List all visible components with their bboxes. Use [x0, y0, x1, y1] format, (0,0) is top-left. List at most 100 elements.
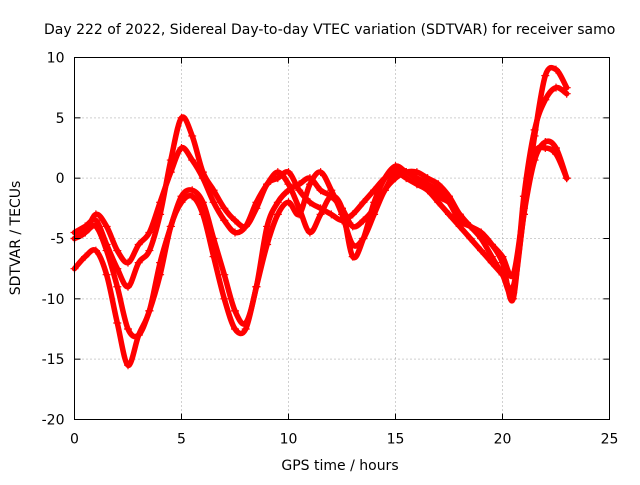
data-point [81, 228, 90, 237]
data-point [519, 204, 528, 213]
y-tick-label: 10 [47, 51, 65, 67]
data-point [445, 210, 453, 219]
data-point [252, 282, 261, 291]
data-point [231, 216, 239, 225]
data-point [477, 246, 486, 255]
data-point [327, 210, 336, 219]
x-tick-label: 20 [494, 432, 512, 448]
data-point [209, 252, 218, 261]
data-point [263, 222, 272, 231]
data-point [156, 198, 165, 207]
x-tick-label: 25 [601, 432, 619, 448]
data-point [509, 282, 518, 291]
data-point [156, 270, 165, 279]
data-point [552, 150, 560, 159]
data-point [509, 270, 518, 279]
data-point [359, 198, 368, 207]
data-point [102, 240, 111, 249]
data-point [166, 168, 175, 177]
data-point [455, 222, 464, 231]
data-point [177, 144, 186, 152]
data-point [220, 270, 229, 279]
data-point [434, 180, 443, 189]
data-point [166, 222, 175, 231]
data-point [348, 222, 357, 231]
data-point [402, 168, 411, 177]
data-point [498, 252, 507, 261]
data-point [145, 306, 154, 315]
data-point [273, 168, 282, 177]
axes: 0 5 10 15 20 25 -20 -15 -10 -5 0 5 10 [42, 51, 619, 448]
data-point [220, 216, 229, 225]
data-point [252, 198, 261, 207]
x-axis-label: GPS time / hours [281, 458, 398, 474]
x-tick-label: 15 [387, 432, 405, 448]
data-point [295, 204, 304, 213]
data-point [188, 131, 197, 140]
data-point [113, 318, 122, 327]
data-point [338, 204, 346, 213]
data-point [113, 282, 122, 291]
data-point [316, 168, 325, 177]
data-point [455, 210, 464, 219]
data-point [359, 234, 368, 243]
data-point [380, 174, 389, 183]
data-point [295, 186, 304, 195]
data-point [241, 325, 250, 333]
data-point [188, 156, 197, 165]
data-point [209, 198, 218, 207]
data-point [263, 180, 272, 189]
data-point [263, 240, 272, 249]
y-tick-label: -15 [42, 352, 65, 368]
data-point [241, 222, 250, 231]
data-point [498, 270, 507, 279]
y-axis-label: SDTVAR / TECUs [8, 181, 24, 296]
data-point [134, 258, 143, 267]
data-point [231, 306, 239, 315]
data-point [231, 228, 239, 237]
data-point [284, 180, 293, 189]
data-point [305, 180, 314, 189]
data-point [124, 258, 132, 267]
data-point [81, 252, 90, 261]
data-point [348, 210, 357, 219]
data-point [466, 234, 475, 243]
data-point [102, 270, 111, 279]
data-point [220, 204, 229, 213]
series-trace-4 [70, 144, 571, 280]
data-point [91, 210, 100, 219]
data-point [231, 325, 239, 333]
x-tick-label: 0 [70, 432, 79, 448]
data-point [273, 198, 282, 207]
data-point [177, 113, 186, 122]
data-point [434, 192, 443, 201]
data-point [530, 150, 539, 159]
x-tick-label: 10 [280, 432, 298, 448]
data-point [327, 192, 336, 201]
data-point [316, 210, 325, 219]
y-tick-label: -20 [42, 413, 65, 429]
data-point [487, 240, 496, 249]
data-point [284, 198, 293, 207]
data-point [477, 228, 486, 237]
data-point [198, 174, 207, 183]
data-point [113, 246, 122, 255]
chart-title: Day 222 of 2022, Sidereal Day-to-day VTE… [44, 22, 615, 38]
y-tick-label: -5 [51, 232, 65, 248]
data-point [91, 246, 100, 255]
data-point [145, 246, 154, 255]
series-line [71, 84, 570, 368]
y-tick-label: 5 [56, 111, 65, 127]
data-point [552, 83, 560, 92]
data-point [124, 282, 132, 291]
data-point [391, 162, 400, 171]
data-point [412, 174, 421, 183]
data-point [273, 210, 282, 219]
data-point [316, 186, 325, 195]
y-tick-label: -10 [42, 292, 65, 308]
data-point [113, 264, 122, 273]
data-point [530, 131, 539, 140]
data-point [466, 222, 475, 231]
